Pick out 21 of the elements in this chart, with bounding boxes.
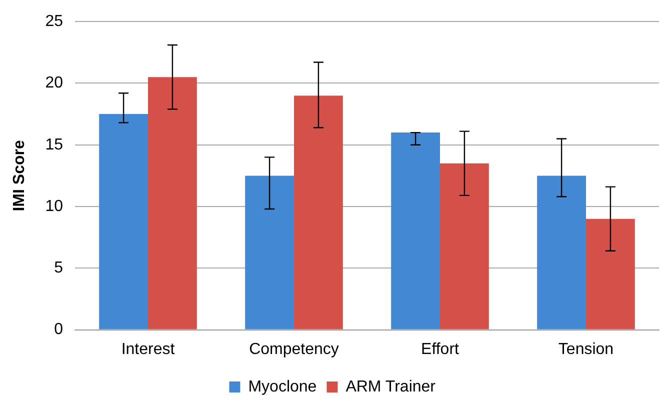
y-axis-title: IMI Score — [11, 140, 28, 212]
y-tick-label: 25 — [45, 13, 64, 30]
y-tick-label: 15 — [45, 136, 64, 154]
y-tick-label: 20 — [45, 74, 64, 92]
bar — [440, 163, 489, 330]
y-tick-label: 10 — [45, 198, 64, 215]
legend-label: Myoclone — [248, 378, 317, 396]
bar — [391, 132, 440, 330]
y-tick-label: 5 — [54, 260, 64, 277]
bar — [99, 114, 148, 330]
y-tick-label: 0 — [54, 321, 64, 338]
x-tick-label: Competency — [249, 340, 339, 358]
bar — [294, 96, 343, 330]
bar — [148, 77, 197, 330]
bar — [537, 176, 586, 330]
bar — [245, 176, 294, 330]
legend-label: ARM Trainer — [346, 378, 436, 396]
x-tick-label: Tension — [558, 340, 614, 358]
x-tick-label: Interest — [121, 340, 176, 358]
x-tick-label: Effort — [421, 340, 460, 358]
bar — [586, 218, 635, 330]
